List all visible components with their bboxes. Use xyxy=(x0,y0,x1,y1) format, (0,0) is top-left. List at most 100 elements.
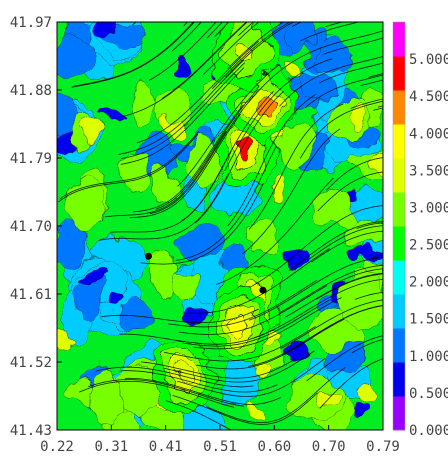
colorbar-swatch xyxy=(393,362,405,397)
streamline xyxy=(183,22,188,27)
streamline xyxy=(122,22,248,117)
colorbar-tick-label: 3.000 xyxy=(409,201,448,217)
y-tick-label: 41.79 xyxy=(10,151,52,167)
field-patch xyxy=(109,289,126,305)
streamline xyxy=(227,22,285,70)
field-patch xyxy=(172,60,193,79)
streamline xyxy=(317,171,383,212)
field-patch xyxy=(69,178,103,233)
hotspot-ring xyxy=(174,367,192,387)
streamline xyxy=(148,22,217,81)
streamline xyxy=(212,22,291,89)
streamline xyxy=(104,130,227,218)
streamline xyxy=(356,222,383,229)
streamline xyxy=(316,273,383,300)
field-patch xyxy=(318,38,351,74)
streamline xyxy=(323,37,383,55)
streamline xyxy=(120,62,246,160)
streamline xyxy=(136,40,259,144)
streamline xyxy=(279,56,383,107)
field-patch xyxy=(288,22,317,53)
field-patch xyxy=(183,304,207,328)
streamline xyxy=(110,151,232,233)
streamline xyxy=(280,299,383,349)
colorbar-swatch xyxy=(393,328,405,363)
streamline xyxy=(335,268,383,284)
streamline xyxy=(163,350,315,383)
field-patch xyxy=(120,150,150,192)
streamline xyxy=(224,58,333,172)
streamline xyxy=(278,264,383,314)
streamline xyxy=(189,22,195,28)
streamline xyxy=(71,22,195,88)
streamline xyxy=(95,366,254,388)
field-patch xyxy=(355,381,380,405)
y-axis: 41.97 41.88 41.79 41.70 41.61 41.52 41.43 xyxy=(10,15,62,439)
colorbar-tick-label: 2.500 xyxy=(409,238,448,254)
streamline xyxy=(311,230,383,263)
streamline xyxy=(304,74,383,109)
streamline xyxy=(368,73,383,78)
field-patch xyxy=(290,376,346,419)
y-tick-label: 41.43 xyxy=(10,423,52,439)
streamline xyxy=(59,130,200,200)
y-tick-label: 41.61 xyxy=(10,287,52,303)
streamline xyxy=(377,105,383,108)
streamline xyxy=(172,392,318,425)
streamline xyxy=(249,256,383,321)
field-patch xyxy=(57,35,92,76)
streamline xyxy=(282,305,383,355)
field-patch xyxy=(284,61,307,79)
streamline xyxy=(194,90,285,224)
streamline xyxy=(79,380,235,408)
streamline xyxy=(140,358,296,379)
streamline xyxy=(58,133,199,203)
station-marker xyxy=(259,286,267,294)
colorbar-swatch xyxy=(393,22,405,57)
colorbar-swatch xyxy=(393,226,405,261)
field-patch xyxy=(286,340,307,361)
streamline xyxy=(168,279,318,328)
streamline xyxy=(225,22,295,78)
plot-area xyxy=(57,22,383,430)
colorbar-tick-label: 1.500 xyxy=(409,312,448,328)
streamline xyxy=(101,308,259,323)
x-tick-label: 0.41 xyxy=(149,439,183,455)
y-tick-label: 41.52 xyxy=(10,355,52,371)
field-patch xyxy=(150,168,177,206)
x-tick-label: 0.70 xyxy=(312,439,346,455)
colorbar-frame xyxy=(392,21,406,431)
field-patch xyxy=(148,249,176,299)
colorbar-swatch xyxy=(393,294,405,329)
streamline xyxy=(161,22,247,99)
streamline xyxy=(227,93,316,227)
field-patch xyxy=(171,270,199,297)
streamline xyxy=(178,285,328,335)
field-patch xyxy=(57,326,73,347)
streamline xyxy=(319,62,383,84)
streamline xyxy=(124,377,281,405)
x-tick-label: 0.60 xyxy=(257,439,291,455)
streamline xyxy=(216,177,334,285)
streamline xyxy=(175,145,277,261)
streamline xyxy=(118,59,244,155)
colorbar-tick-label: 0.000 xyxy=(409,423,448,439)
streamline xyxy=(350,98,383,109)
streamline xyxy=(319,358,383,409)
field-patch xyxy=(308,191,356,229)
colorbar-swatch xyxy=(393,56,405,91)
streamline xyxy=(165,400,232,430)
streamline xyxy=(203,22,260,75)
colorbar-swatch xyxy=(393,158,405,193)
streamline xyxy=(370,256,383,260)
colorbar: 0.000 0.500 1.000 1.500 2.000 2.500 3.000 3.500… xyxy=(392,21,448,439)
station-marker xyxy=(145,252,152,260)
streamline xyxy=(149,96,254,215)
streamline xyxy=(182,298,332,347)
colorbar-swatch xyxy=(393,90,405,125)
streamline xyxy=(120,67,245,165)
field-patch xyxy=(246,406,264,420)
x-axis: 0.22 0.31 0.41 0.51 0.60 0.70 0.79 xyxy=(40,425,400,455)
station-markers xyxy=(145,252,267,294)
streamline xyxy=(164,326,316,362)
